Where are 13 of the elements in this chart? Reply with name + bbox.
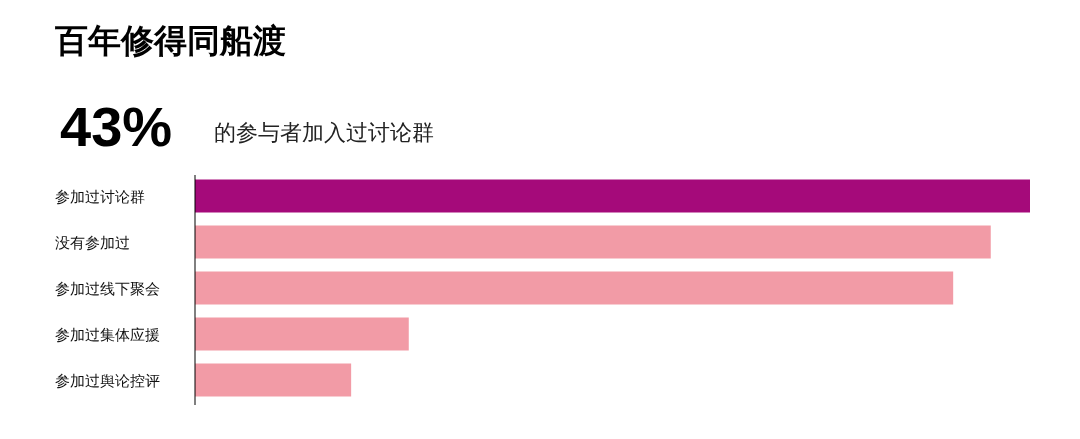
bar <box>195 271 954 305</box>
text: 的参与者加入过讨论群 <box>214 120 434 145</box>
y-tick-label: 参加过集体应援 <box>55 326 160 343</box>
text: 43% <box>60 95 173 158</box>
bar <box>195 225 991 259</box>
y-tick-label: 没有参加过 <box>55 234 130 251</box>
bar <box>195 363 352 397</box>
y-tick-label: 参加过舆论控评 <box>55 372 160 389</box>
bar <box>195 317 409 351</box>
bar <box>195 179 1030 213</box>
y-tick-label: 参加过讨论群 <box>55 188 145 205</box>
chart-title: 百年修得同船渡 <box>54 22 286 59</box>
y-tick-label: 参加过线下聚会 <box>55 280 160 297</box>
